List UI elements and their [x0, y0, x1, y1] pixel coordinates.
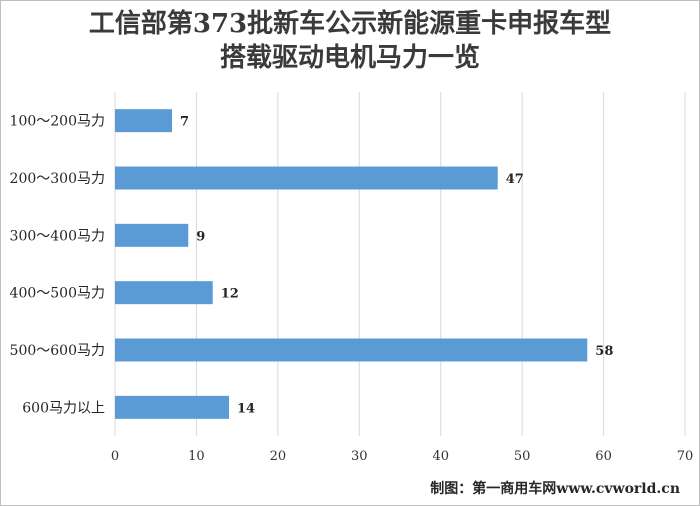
bar-5 — [115, 395, 229, 419]
chart-credit: 制图：第一商用车网www.cvworld.cn — [430, 481, 680, 497]
category-label: 500～600马力 — [10, 343, 105, 359]
x-tick-label: 60 — [595, 449, 612, 464]
bars — [115, 109, 588, 419]
data-label: 7 — [180, 115, 189, 130]
gridlines — [114, 92, 686, 436]
data-label: 9 — [196, 229, 205, 244]
category-label: 300～400马力 — [10, 228, 105, 244]
x-tick-label: 50 — [514, 449, 531, 464]
x-tick-label: 30 — [351, 449, 368, 464]
data-label: 12 — [221, 287, 239, 302]
bar-4 — [115, 338, 588, 362]
category-label: 100～200马力 — [10, 114, 105, 130]
category-labels: 100～200马力 200～300马力 300～400马力 400～500马力 500～… — [10, 114, 105, 417]
bar-2 — [115, 223, 189, 247]
x-tick-labels: 0 10 20 30 40 50 60 70 — [111, 449, 693, 464]
x-tick-label: 10 — [188, 449, 205, 464]
bar-3 — [115, 281, 213, 305]
x-tick-label: 70 — [677, 449, 694, 464]
category-label: 400～500马力 — [10, 286, 105, 302]
data-labels: 7 47 9 12 58 14 — [180, 115, 613, 417]
category-label: 600马力以上 — [22, 400, 105, 416]
x-tick-label: 20 — [270, 449, 287, 464]
bar-1 — [115, 166, 498, 190]
bar-0 — [115, 109, 172, 133]
data-label: 14 — [237, 401, 255, 416]
x-tick-label: 40 — [432, 449, 449, 464]
chart-subtitle: 搭载驱动电机马力一览 — [219, 43, 480, 73]
x-tick-label: 0 — [111, 449, 119, 464]
data-label: 47 — [506, 172, 524, 187]
category-label: 200～300马力 — [10, 171, 105, 187]
chart-title: 工信部第373批新车公示新能源重卡申报车型 — [88, 9, 612, 39]
data-label: 58 — [595, 344, 613, 359]
